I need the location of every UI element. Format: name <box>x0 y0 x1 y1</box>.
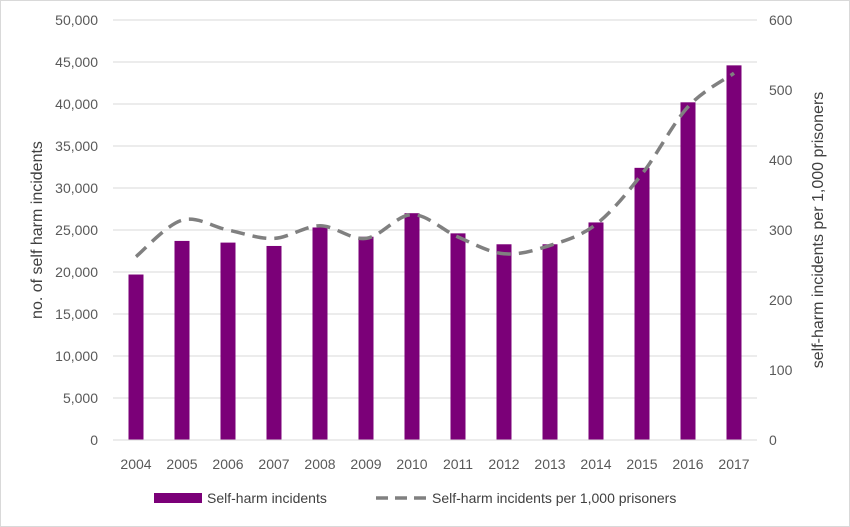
x-tick-label: 2012 <box>488 456 519 472</box>
x-tick-label: 2015 <box>626 456 657 472</box>
right-axis-title: self-harm incidents per 1,000 prisoners <box>810 92 827 369</box>
y2-tick-label: 200 <box>769 292 793 308</box>
legend: Self-harm incidents Self-harm incidents … <box>154 490 676 506</box>
x-tick-label: 2008 <box>304 456 335 472</box>
x-tick-label: 2007 <box>258 456 289 472</box>
y-tick-label: 40,000 <box>55 96 98 112</box>
y2-tick-label: 300 <box>769 222 793 238</box>
bar <box>588 222 604 440</box>
y2-tick-label: 400 <box>769 152 793 168</box>
bar <box>450 233 466 440</box>
x-tick-label: 2016 <box>672 456 703 472</box>
y-tick-label: 25,000 <box>55 222 98 238</box>
bar-series <box>128 65 742 441</box>
y2-tick-label: 100 <box>769 362 793 378</box>
y-tick-label: 45,000 <box>55 54 98 70</box>
y-tick-label: 35,000 <box>55 138 98 154</box>
x-tick-label: 2013 <box>534 456 565 472</box>
x-tick-label: 2009 <box>350 456 381 472</box>
gridlines <box>113 19 757 399</box>
line-series <box>134 71 736 258</box>
y-tick-label: 10,000 <box>55 348 98 364</box>
y-tick-label: 30,000 <box>55 180 98 196</box>
bar <box>726 65 742 441</box>
x-tick-label: 2011 <box>443 456 473 472</box>
y2-tick-label: 600 <box>769 12 793 28</box>
y-tick-label: 20,000 <box>55 264 98 280</box>
bar <box>680 102 696 440</box>
bar <box>358 236 374 440</box>
legend-bar-swatch <box>154 493 202 503</box>
x-tick-label: 2006 <box>212 456 243 472</box>
y2-tick-label: 0 <box>769 432 777 448</box>
y-tick-label: 5,000 <box>63 390 98 406</box>
bar <box>312 227 328 440</box>
line-path <box>134 71 736 258</box>
bar <box>128 274 144 440</box>
legend-bar-label: Self-harm incidents <box>207 490 327 506</box>
x-axis-ticks: 2004 2005 2006 2007 2008 2009 2010 2011 2012 2013… <box>120 456 749 472</box>
left-axis-title: no. of self harm incidents <box>29 141 46 319</box>
x-tick-label: 2005 <box>166 456 197 472</box>
y2-tick-label: 500 <box>769 82 793 98</box>
bar <box>220 242 236 440</box>
x-tick-label: 2014 <box>580 456 611 472</box>
x-tick-label: 2004 <box>120 456 151 472</box>
bar <box>496 244 512 440</box>
bar <box>542 244 558 440</box>
bar <box>174 240 190 440</box>
bar <box>634 167 650 440</box>
x-tick-label: 2010 <box>396 456 427 472</box>
y-tick-label: 15,000 <box>55 306 98 322</box>
bar <box>266 245 282 440</box>
right-axis-ticks: 0 100 200 300 400 500 600 <box>769 12 793 448</box>
left-axis-ticks: 0 5,000 10,000 15,000 20,000 25,000 30,000 35,0… <box>55 12 98 448</box>
x-tick-label: 2017 <box>718 456 749 472</box>
y-tick-label: 0 <box>90 432 98 448</box>
y-tick-label: 50,000 <box>55 12 98 28</box>
bar <box>404 213 420 440</box>
legend-line-label: Self-harm incidents per 1,000 prisoners <box>432 490 676 506</box>
